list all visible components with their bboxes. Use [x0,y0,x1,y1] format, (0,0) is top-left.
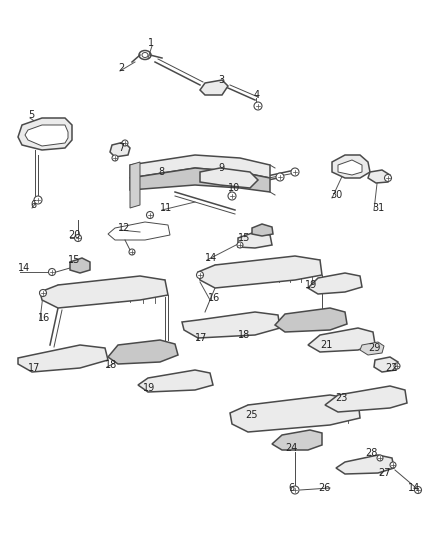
Polygon shape [237,232,272,248]
Circle shape [34,196,42,204]
Circle shape [384,174,391,182]
Text: 23: 23 [334,393,346,403]
Text: 10: 10 [227,183,240,193]
Polygon shape [335,455,393,474]
Text: 14: 14 [205,253,217,263]
Polygon shape [40,276,168,308]
Circle shape [290,486,298,494]
Circle shape [237,242,243,248]
Polygon shape [272,430,321,450]
Text: 1: 1 [148,38,154,48]
Text: 24: 24 [284,443,297,453]
Text: 27: 27 [377,468,390,478]
Polygon shape [251,224,272,236]
Polygon shape [367,170,389,183]
Circle shape [39,289,46,296]
Polygon shape [138,370,212,392]
Polygon shape [110,142,130,157]
Polygon shape [108,340,177,364]
Text: 17: 17 [28,363,40,373]
Text: 18: 18 [237,330,250,340]
Text: 14: 14 [18,263,30,273]
Polygon shape [198,256,321,288]
Circle shape [393,363,399,369]
Polygon shape [200,168,258,188]
Text: 17: 17 [194,333,207,343]
Circle shape [146,212,153,219]
Polygon shape [337,160,361,175]
Circle shape [74,235,81,241]
Circle shape [254,102,261,110]
Text: 15: 15 [68,255,80,265]
Text: 20: 20 [68,230,80,240]
Polygon shape [18,118,72,150]
Text: 16: 16 [208,293,220,303]
Text: 6: 6 [30,200,36,210]
Text: 2: 2 [118,63,124,73]
Text: 6: 6 [287,483,293,493]
Text: 19: 19 [143,383,155,393]
Polygon shape [130,162,140,208]
Text: 26: 26 [317,483,330,493]
Polygon shape [359,342,383,355]
Text: 14: 14 [407,483,419,493]
Text: 16: 16 [38,313,50,323]
Circle shape [129,249,135,255]
Polygon shape [200,80,227,95]
Text: 31: 31 [371,203,383,213]
Text: 29: 29 [367,343,379,353]
Text: 28: 28 [364,448,377,458]
Text: 12: 12 [118,223,130,233]
Polygon shape [230,395,359,432]
Polygon shape [25,125,68,146]
Circle shape [413,487,420,494]
Polygon shape [182,312,279,338]
Text: 30: 30 [329,190,342,200]
Text: 21: 21 [319,340,332,350]
Circle shape [48,269,55,276]
Circle shape [112,155,118,161]
Polygon shape [331,155,369,178]
Text: 15: 15 [237,233,250,243]
Text: 5: 5 [28,110,34,120]
Text: 19: 19 [304,280,317,290]
Polygon shape [307,273,361,294]
Polygon shape [274,308,346,332]
Circle shape [290,168,298,176]
Polygon shape [130,155,269,178]
Polygon shape [324,386,406,412]
Polygon shape [18,345,108,372]
Text: 11: 11 [159,203,172,213]
Text: 25: 25 [244,410,257,420]
Polygon shape [307,328,374,352]
Text: 3: 3 [218,75,224,85]
Circle shape [389,462,395,468]
Text: 8: 8 [158,167,164,177]
Circle shape [227,192,236,200]
Polygon shape [130,168,269,192]
Polygon shape [373,357,397,372]
Circle shape [276,173,283,181]
Text: 9: 9 [218,163,224,173]
Text: 4: 4 [254,90,260,100]
Circle shape [122,140,128,146]
Text: 18: 18 [105,360,117,370]
Polygon shape [70,258,90,273]
Text: 7: 7 [118,143,124,153]
Circle shape [196,271,203,279]
Circle shape [376,455,382,461]
Text: 22: 22 [384,363,396,373]
